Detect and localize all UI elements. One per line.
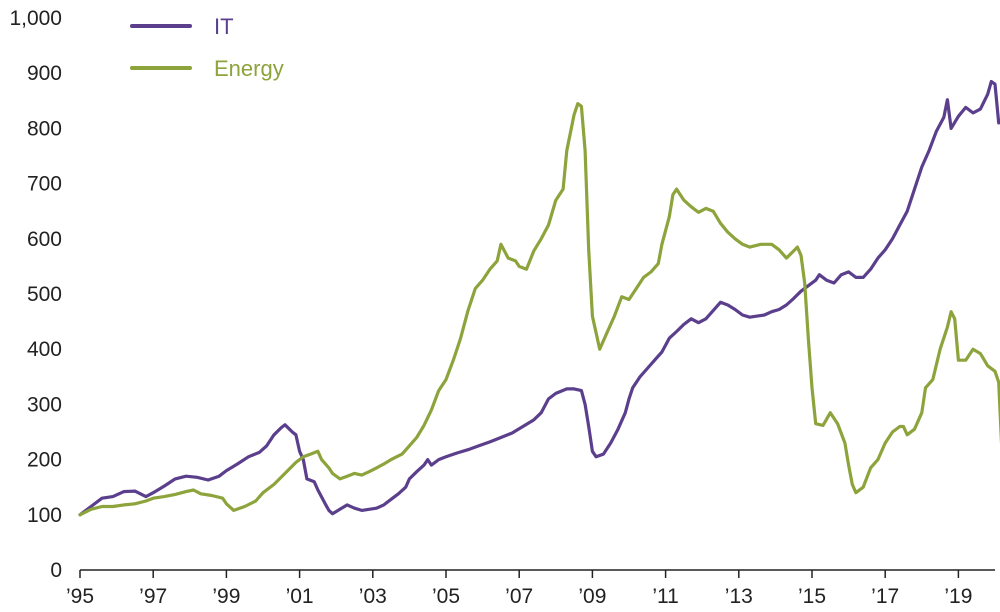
series-lines [78,79,1000,517]
legend: IT Energy [130,14,284,81]
x-tick-label-2019: ’19 [944,585,972,608]
y-tick-label-0: 0 [50,559,62,582]
x-tick-label-2005: ’05 [432,585,460,608]
x-axis-tick-labels: ’95 ’97 ’99 ’01 ’03 ’05 ’07 ’09 ’11 ’13 ’15 ’17 ’19 [66,585,972,608]
legend-label-energy: Energy [214,56,284,81]
y-tick-label-100: 100 [27,504,62,527]
x-tick-label-2011: ’11 [652,585,678,608]
x-axis-ticks [79,570,960,578]
y-axis-tick-labels: 0 100 200 300 400 500 600 700 800 900 1,000 [9,7,62,582]
y-tick-label-1000: 1,000 [9,7,62,30]
x-tick-label-2009: ’09 [578,585,606,608]
y-tick-label-300: 300 [27,393,62,416]
y-tick-label-500: 500 [27,283,62,306]
y-tick-label-700: 700 [27,173,62,196]
x-tick-label-2001: ’01 [286,585,314,608]
series-line-it [78,79,1000,517]
x-tick-label-2007: ’07 [505,585,533,608]
y-tick-label-400: 400 [27,338,62,361]
y-tick-label-200: 200 [27,449,62,472]
y-tick-label-900: 900 [27,62,62,85]
legend-label-it: IT [214,14,234,39]
y-tick-label-600: 600 [27,228,62,251]
x-tick-label-2017: ’17 [871,585,899,608]
x-tick-label-2015: ’15 [798,585,826,608]
y-tick-label-800: 800 [27,117,62,140]
x-tick-label-2013: ’13 [725,585,753,608]
x-tick-label-1995: ’95 [66,585,94,608]
x-tick-label-1997: ’97 [139,585,167,608]
x-tick-label-1999: ’99 [212,585,240,608]
x-tick-label-2003: ’03 [359,585,387,608]
series-line-energy [78,102,1000,517]
